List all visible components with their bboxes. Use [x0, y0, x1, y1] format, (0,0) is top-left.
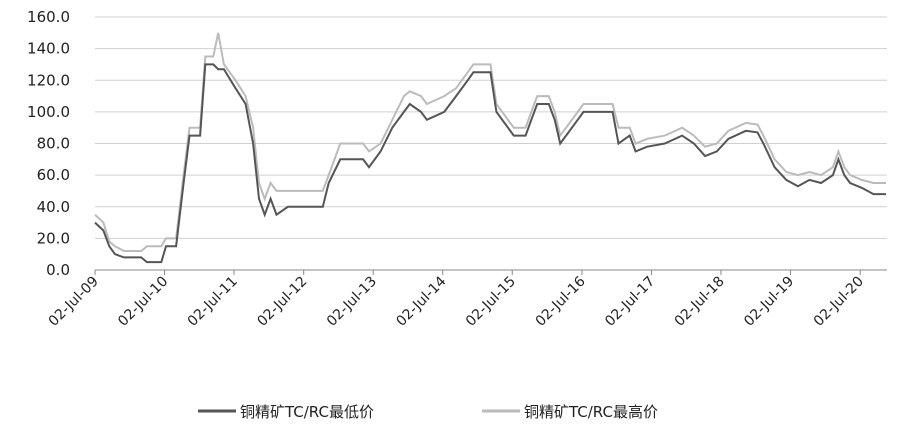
- x-tick-label: 02-Jul-14: [393, 273, 449, 329]
- x-tick-label: 02-Jul-20: [811, 274, 867, 330]
- series-line: [94, 63, 886, 264]
- x-tick-label: 02-Jul-15: [463, 274, 519, 330]
- y-tick-label: 60.0: [37, 166, 70, 184]
- y-tick-label: 160.0: [27, 8, 70, 26]
- series-line: [94, 32, 886, 252]
- x-tick-label: 02-Jul-09: [46, 274, 102, 330]
- y-tick-label: 20.0: [37, 229, 70, 247]
- x-tick-label: 02-Jul-18: [672, 274, 728, 330]
- x-tick-label: 02-Jul-19: [741, 274, 797, 330]
- legend-label: 铜精矿TC/RC最低价: [240, 403, 374, 421]
- x-tick-label: 02-Jul-13: [324, 274, 380, 330]
- y-tick-label: 0.0: [46, 261, 70, 279]
- x-tick-label: 02-Jul-11: [185, 274, 241, 330]
- y-tick-label: 80.0: [37, 135, 70, 153]
- x-tick-label: 02-Jul-16: [533, 273, 589, 329]
- y-tick-label: 100.0: [27, 103, 70, 121]
- y-tick-label: 120.0: [27, 71, 70, 89]
- x-tick-label: 02-Jul-12: [254, 274, 310, 330]
- y-tick-label: 40.0: [37, 198, 70, 216]
- x-tick-label: 02-Jul-17: [602, 274, 658, 330]
- y-tick-label: 140.0: [27, 40, 70, 58]
- legend-label: 铜精矿TC/RC最高价: [524, 403, 658, 421]
- x-tick-label: 02-Jul-10: [115, 274, 171, 330]
